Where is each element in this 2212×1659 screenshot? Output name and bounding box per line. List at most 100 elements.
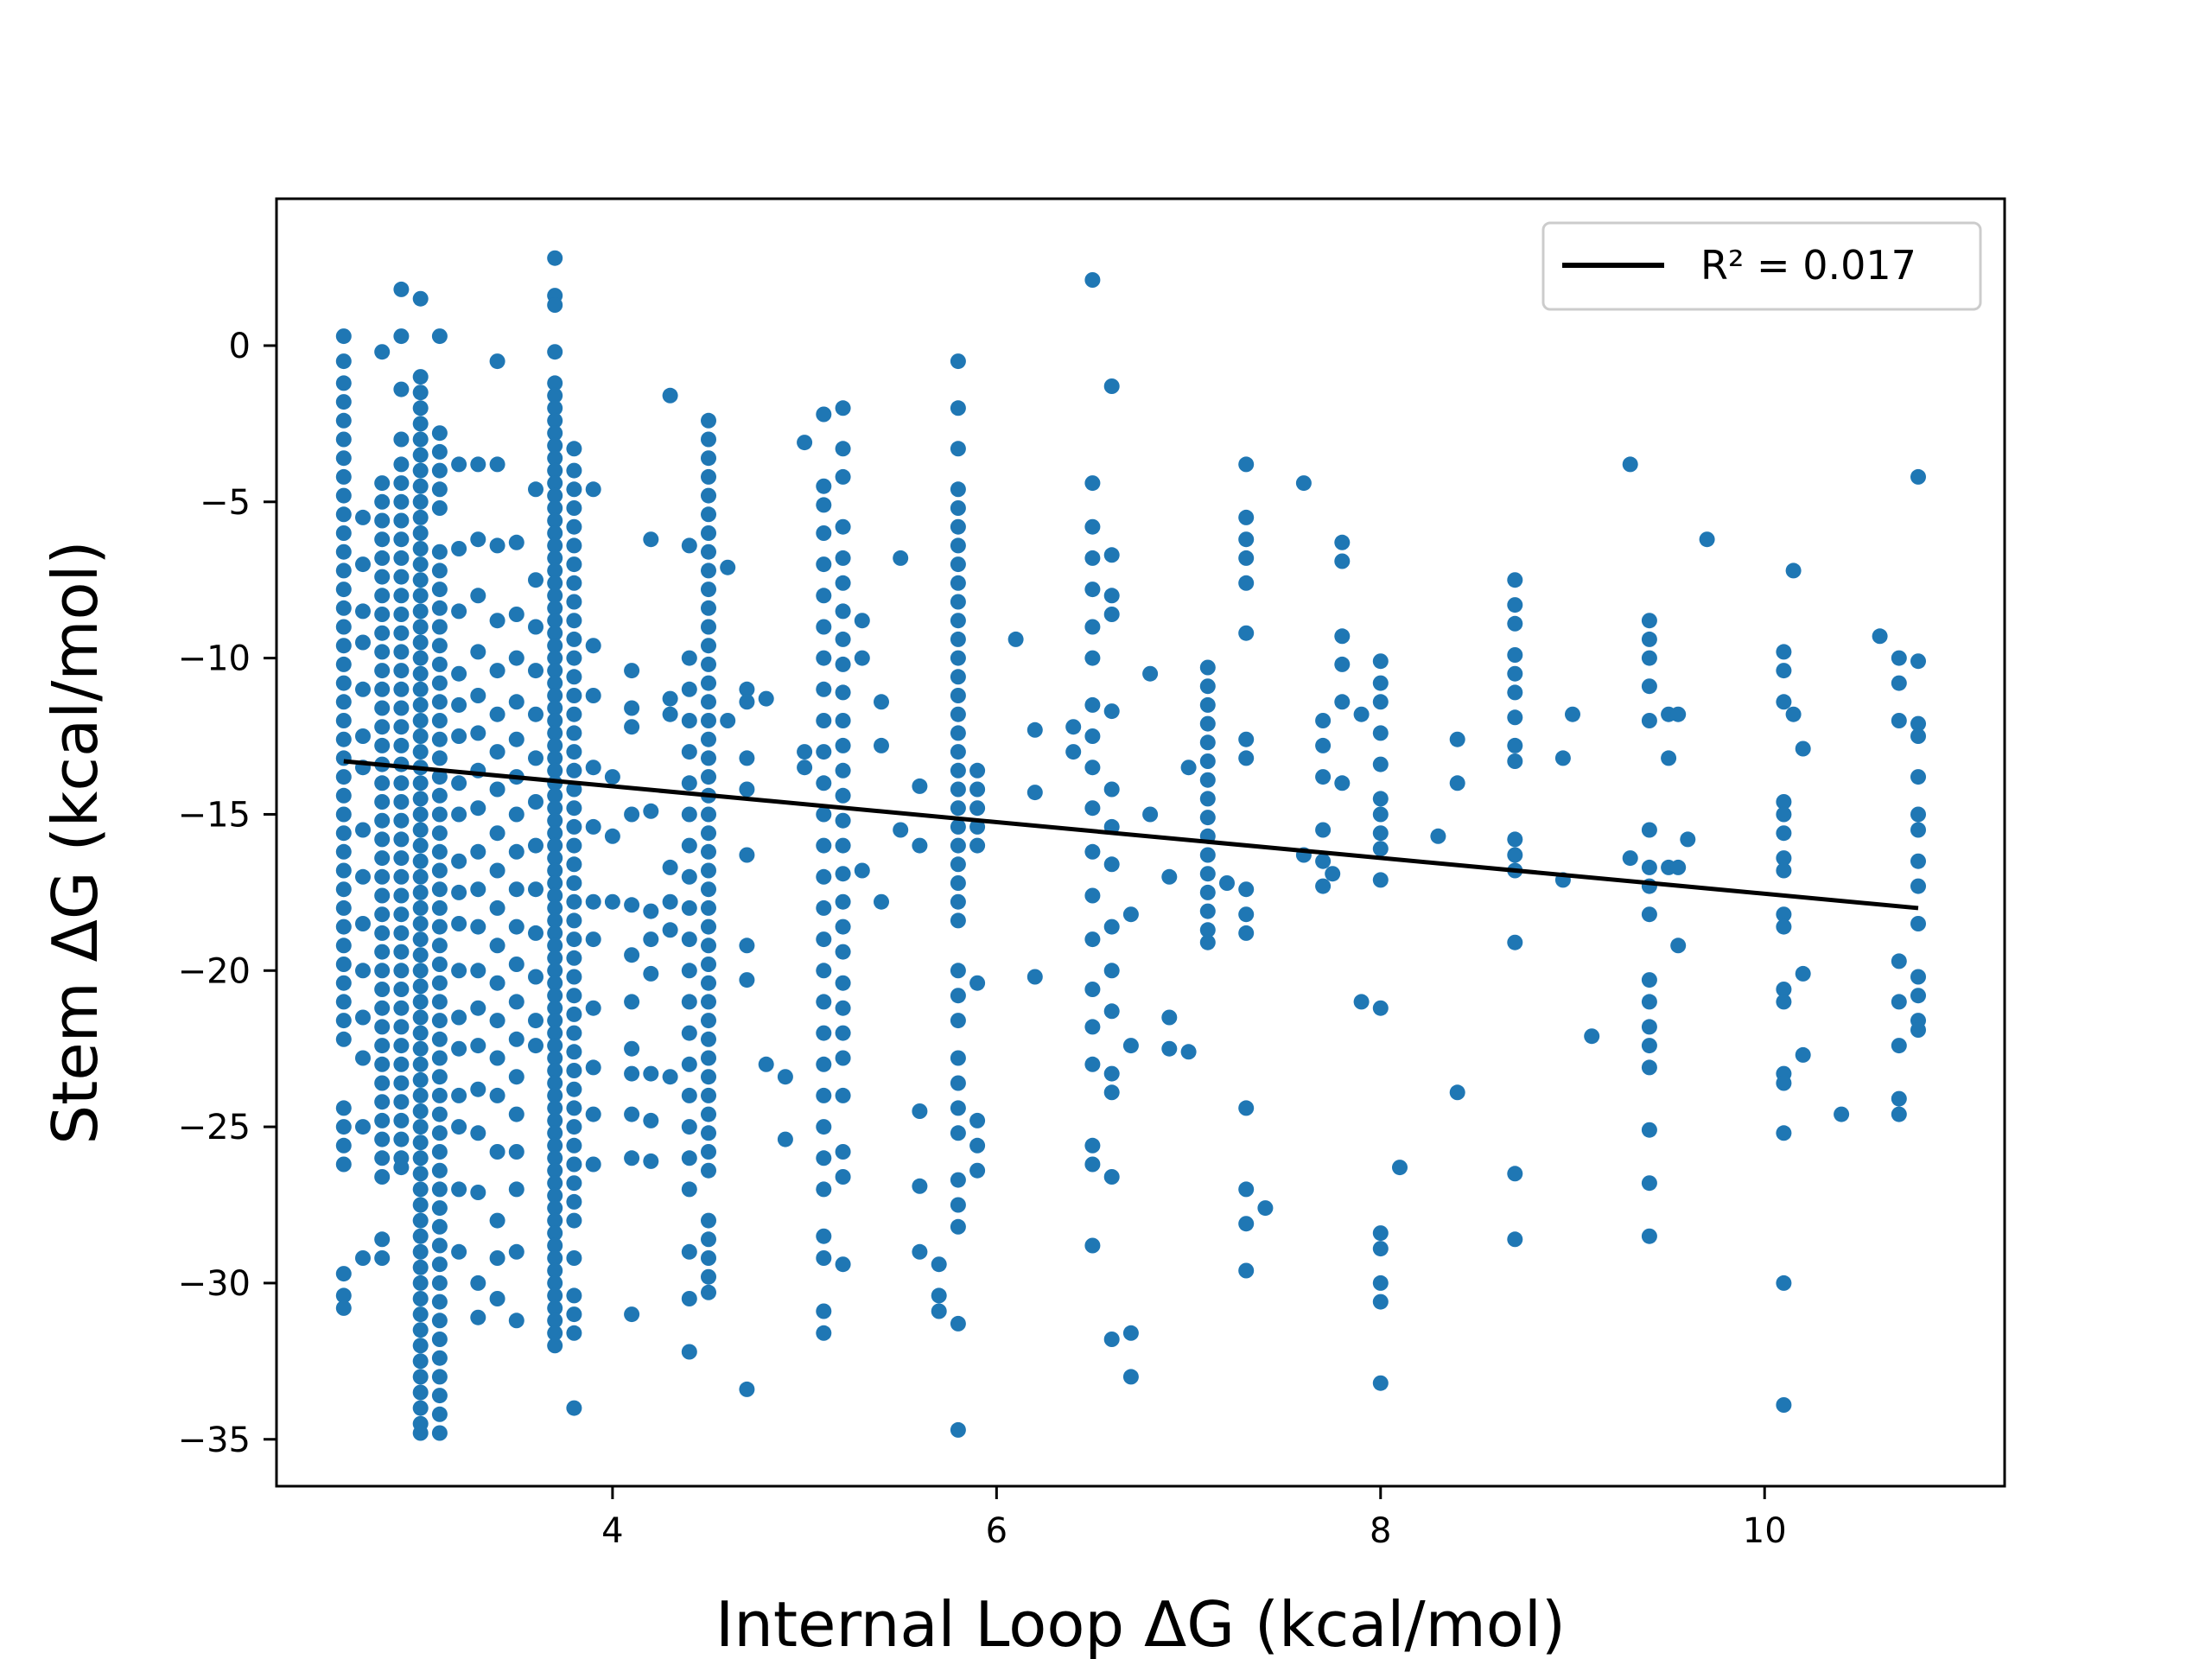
y-axis-label: Stem ΔG (kcal/mol): [39, 540, 111, 1144]
data-point-3-32: [393, 982, 410, 997]
data-point-39-1: [1122, 1038, 1139, 1054]
data-point-19-12: [701, 638, 716, 654]
data-point-12-25: [566, 912, 582, 929]
data-point-9-17: [508, 1243, 524, 1260]
data-point-26-20: [835, 975, 851, 991]
data-point-11-31: [547, 713, 563, 728]
data-point-5-46: [431, 1294, 448, 1310]
data-point-4-46: [412, 1071, 429, 1088]
data-point-43-12: [1199, 884, 1216, 900]
data-point-45-11: [1238, 1100, 1255, 1116]
data-point-26-5: [835, 575, 851, 591]
data-point-11-76: [547, 1274, 563, 1291]
data-point-1-8: [355, 868, 371, 885]
data-point-55-0: [1449, 731, 1465, 747]
data-point-9-8: [508, 881, 524, 898]
data-point-0-42: [335, 1266, 352, 1282]
data-point-11-51: [547, 963, 563, 979]
data-point-5-8: [431, 582, 448, 598]
data-point-2-8: [374, 607, 391, 622]
data-point-52-10: [1372, 1000, 1389, 1016]
data-point-26-18: [835, 918, 851, 935]
data-point-52-15: [1372, 1375, 1389, 1391]
data-point-7-14: [470, 1081, 486, 1097]
data-point-25-10: [816, 744, 832, 760]
data-point-50-2: [1334, 628, 1351, 645]
data-point-11-3: [547, 344, 563, 360]
data-point-16-5: [643, 1065, 659, 1082]
data-point-3-21: [393, 775, 410, 791]
data-point-28-1: [874, 737, 889, 753]
data-point-12-9: [566, 613, 582, 629]
data-point-4-21: [412, 681, 429, 697]
data-point-2-33: [374, 1075, 391, 1091]
data-point-58-0: [1565, 706, 1580, 722]
data-point-19-44: [701, 1268, 716, 1285]
data-point-50-1: [1334, 553, 1351, 569]
data-point-72-0: [1910, 468, 1926, 485]
data-point-0-10: [335, 525, 352, 541]
data-point-12-11: [566, 650, 582, 666]
data-point-5-2: [431, 443, 448, 460]
data-point-3-12: [393, 607, 410, 622]
data-point-19-19: [701, 769, 716, 785]
data-point-1-11: [355, 1009, 371, 1026]
data-point-16-7: [643, 1153, 659, 1169]
data-point-4-38: [412, 947, 429, 963]
data-point-5-12: [431, 656, 448, 672]
data-point-13-7: [585, 1000, 601, 1016]
data-point-6-13: [451, 1040, 467, 1057]
data-point-28-0: [874, 694, 889, 710]
data-point-37-12: [1084, 887, 1101, 904]
data-point-18-21: [681, 1344, 697, 1360]
data-point-32-7: [950, 556, 966, 573]
data-point-21-7: [739, 1381, 755, 1397]
data-point-8-18: [489, 1250, 505, 1266]
data-point-38-14: [1103, 1332, 1120, 1347]
data-point-38-0: [1103, 378, 1120, 394]
data-point-18-4: [681, 744, 697, 760]
data-point-41-2: [1161, 1040, 1178, 1057]
data-point-5-9: [431, 600, 448, 616]
data-point-6-4: [451, 696, 467, 713]
data-point-4-58: [412, 1259, 429, 1275]
data-point-9-0: [508, 534, 524, 550]
data-point-43-11: [1199, 866, 1216, 882]
data-point-19-28: [701, 938, 716, 954]
data-point-30-0: [912, 778, 928, 794]
data-point-2-10: [374, 644, 391, 660]
data-point-11-21: [547, 588, 563, 604]
data-point-24-0: [797, 435, 813, 451]
data-point-25-13: [816, 837, 832, 854]
data-point-9-11: [508, 994, 524, 1010]
legend-label: R² = 0.017: [1700, 242, 1916, 289]
data-point-52-12: [1372, 1241, 1389, 1257]
data-point-2-18: [374, 794, 391, 810]
data-point-19-18: [701, 750, 716, 766]
data-point-18-8: [681, 868, 697, 885]
data-point-56-12: [1507, 934, 1523, 950]
data-point-6-16: [451, 1181, 467, 1198]
data-point-7-8: [470, 843, 486, 860]
data-point-20-1: [720, 713, 736, 728]
data-point-37-9: [1084, 760, 1101, 776]
data-point-11-72: [547, 1225, 563, 1242]
data-point-11-79: [547, 1313, 563, 1329]
data-point-26-9: [835, 684, 851, 701]
data-point-14-1: [604, 828, 620, 844]
data-point-71-1: [1891, 675, 1907, 691]
data-point-18-0: [681, 537, 697, 554]
data-point-32-31: [950, 1075, 966, 1091]
data-point-38-9: [1103, 963, 1120, 979]
data-point-3-13: [393, 625, 410, 641]
data-point-72-2: [1910, 715, 1926, 732]
data-point-6-12: [451, 1009, 467, 1026]
data-point-0-18: [335, 675, 352, 691]
data-point-11-30: [547, 700, 563, 716]
data-point-25-21: [816, 1087, 832, 1103]
data-point-9-1: [508, 607, 524, 622]
data-point-56-2: [1507, 615, 1523, 632]
data-point-5-4: [431, 481, 448, 498]
data-point-72-5: [1910, 806, 1926, 823]
data-point-5-22: [431, 843, 448, 860]
